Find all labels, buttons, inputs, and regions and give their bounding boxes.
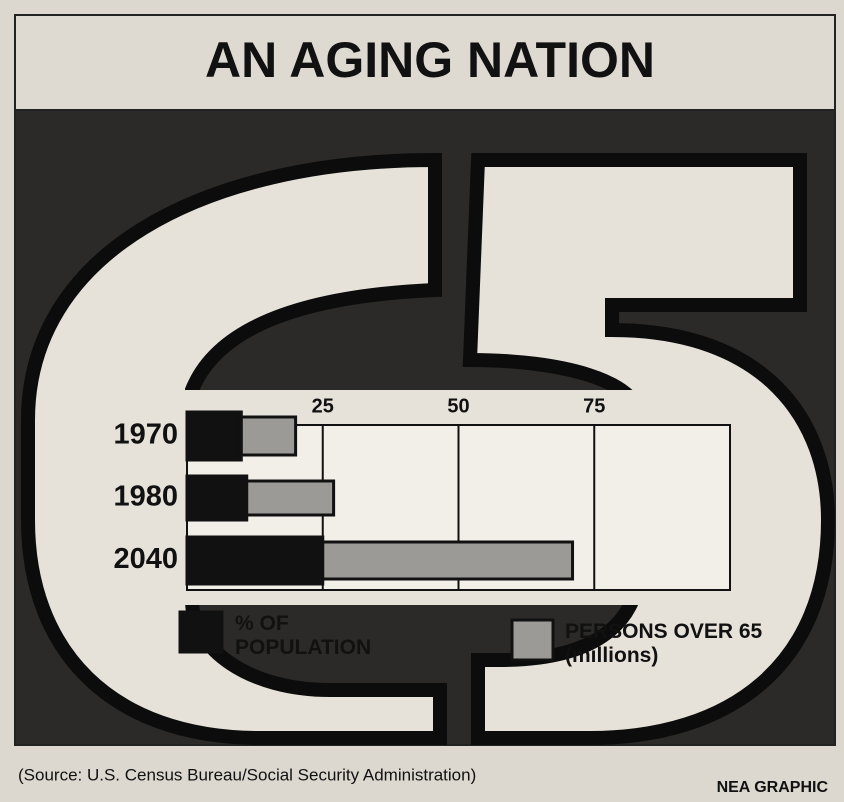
- x-tick-label: 25: [312, 395, 334, 417]
- bar: [187, 412, 241, 460]
- source-note: (Source: U.S. Census Bureau/Social Secur…: [18, 765, 476, 784]
- legend-label: % OF POPULATION: [235, 612, 395, 660]
- y-tick-label: 1970: [113, 419, 178, 451]
- legend-swatch: [512, 620, 553, 660]
- chart-title: AN AGING NATION: [205, 32, 655, 88]
- x-tick-label: 50: [447, 395, 469, 417]
- y-tick-label: 1980: [113, 481, 178, 513]
- credit: NEA GRAPHIC: [717, 779, 829, 796]
- y-tick-label: 2040: [113, 543, 178, 575]
- bar: [187, 537, 323, 584]
- legend-label: PERSONS OVER 65 (millions): [565, 620, 775, 668]
- page: AN AGING NATION (Source: U.S. Census Bur…: [0, 0, 844, 802]
- legend-swatch: [180, 612, 222, 652]
- bar: [187, 476, 247, 520]
- chart: AN AGING NATION (Source: U.S. Census Bur…: [0, 0, 844, 802]
- x-tick-label: 75: [583, 395, 605, 417]
